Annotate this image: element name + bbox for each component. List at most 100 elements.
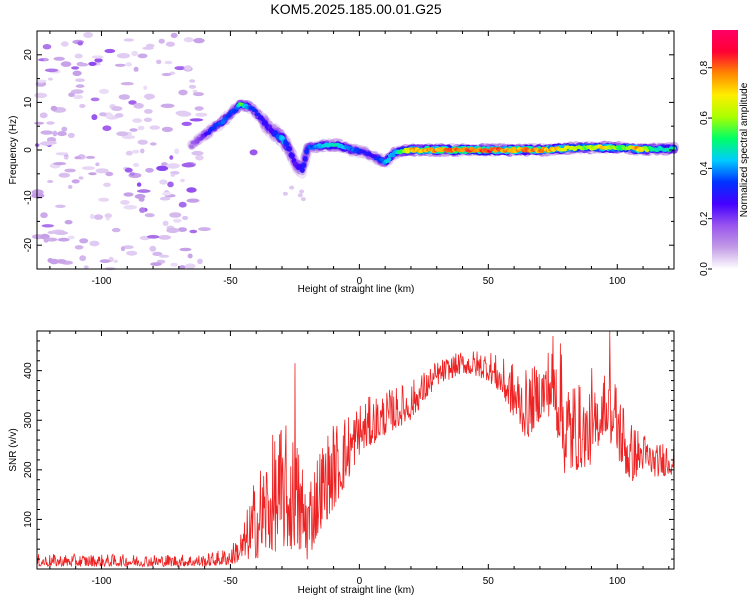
noise-blob xyxy=(161,162,168,166)
y-tick-label: 200 xyxy=(23,461,34,478)
noise-blob xyxy=(31,193,45,199)
noise-blob xyxy=(54,231,68,235)
noise-blob xyxy=(145,43,155,48)
noise-blob xyxy=(297,193,303,198)
noise-blob xyxy=(118,94,130,100)
noise-blob xyxy=(40,212,48,219)
ridge-cell xyxy=(390,153,396,158)
noise-blob xyxy=(144,213,155,218)
noise-blob xyxy=(120,246,126,252)
noise-blob xyxy=(98,197,110,202)
noise-blob xyxy=(165,41,175,47)
figure-title: KOM5.2025.185.00.01.G25 xyxy=(270,1,441,17)
noise-blob xyxy=(79,238,89,244)
noise-blob xyxy=(55,152,68,156)
ridge-cell xyxy=(253,109,258,113)
noise-blob xyxy=(124,167,133,173)
noise-blob xyxy=(139,207,146,213)
noise-blob xyxy=(145,167,154,173)
noise-blob xyxy=(53,56,65,61)
x-tick-label: -100 xyxy=(91,576,111,587)
spectrogram-xlabel: Height of straight line (km) xyxy=(298,284,415,295)
noise-blob xyxy=(166,227,180,234)
noise-blob xyxy=(173,218,182,223)
colorbar-ticks: 0.0 0.2 0.4 0.6 0.8 xyxy=(699,60,712,276)
noise-blob xyxy=(178,201,187,208)
noise-blob xyxy=(133,66,139,72)
noise-blob xyxy=(77,41,83,46)
noise-blob xyxy=(193,37,205,44)
noise-blob xyxy=(44,68,59,73)
noise-blob xyxy=(128,100,137,105)
noise-blob xyxy=(94,58,103,63)
noise-blob xyxy=(46,237,58,242)
noise-blob xyxy=(123,192,134,197)
noise-blob xyxy=(158,235,172,240)
noise-blob xyxy=(79,104,86,108)
colorbar-label: Normalized spectral amplitude xyxy=(739,82,750,217)
noise-blob xyxy=(52,130,58,137)
noise-blob xyxy=(75,84,85,88)
noise-blob xyxy=(47,180,54,183)
y-tick-label: 20 xyxy=(23,49,34,61)
snr-marks xyxy=(36,330,675,568)
y-tick-label: 10 xyxy=(23,96,34,108)
noise-blob xyxy=(79,255,87,262)
noise-blob xyxy=(143,85,148,91)
noise-blob xyxy=(189,118,204,122)
noise-blob xyxy=(34,92,48,99)
colorbar: 0.0 0.2 0.4 0.6 0.8 Normalized spectral ampl… xyxy=(699,30,750,276)
noise-blob xyxy=(164,60,173,65)
y-tick-label: -20 xyxy=(23,238,34,253)
noise-blob xyxy=(158,38,165,44)
noise-blob xyxy=(167,181,174,188)
colorbar-tick-label: 0.4 xyxy=(699,161,710,175)
noise-blob xyxy=(40,141,53,146)
noise-blob xyxy=(116,131,129,137)
noise-blob xyxy=(105,171,114,177)
noise-blob xyxy=(114,113,124,118)
noise-blob xyxy=(43,57,48,61)
noise-blob xyxy=(147,235,160,239)
noise-blob xyxy=(105,217,110,221)
noise-blob xyxy=(143,117,153,123)
noise-blob xyxy=(170,32,178,39)
noise-blob xyxy=(161,72,172,77)
y-tick-label: -10 xyxy=(23,190,34,205)
noise-blob xyxy=(136,182,142,187)
noise-blob xyxy=(174,66,186,71)
noise-blob xyxy=(74,156,82,160)
noise-blob xyxy=(104,48,116,54)
noise-blob xyxy=(189,229,198,234)
noise-blob xyxy=(33,121,45,125)
x-tick-label: 100 xyxy=(609,576,626,587)
x-tick-label: 0 xyxy=(357,276,363,287)
x-tick-label: 0 xyxy=(357,576,363,587)
noise-blob xyxy=(67,235,75,240)
noise-blob xyxy=(181,121,192,126)
noise-blob xyxy=(140,148,145,154)
colorbar-gradient xyxy=(712,30,738,269)
noise-blob xyxy=(88,172,97,176)
noise-blob xyxy=(159,196,171,201)
noise-blob xyxy=(169,212,182,218)
noise-blob xyxy=(137,53,148,59)
noise-blob xyxy=(149,125,160,130)
noise-blob xyxy=(57,131,67,137)
ridge-cell xyxy=(539,149,545,153)
noise-blob xyxy=(40,130,54,135)
noise-blob xyxy=(60,41,69,47)
noise-blob xyxy=(70,89,84,94)
noise-blob xyxy=(160,103,175,109)
noise-blob xyxy=(75,78,85,82)
noise-blob xyxy=(88,61,97,66)
noise-blob xyxy=(299,189,305,194)
noise-blob xyxy=(138,197,145,202)
noise-blob xyxy=(95,162,100,167)
noise-blob xyxy=(129,128,138,132)
noise-blob xyxy=(144,109,153,114)
noise-blob xyxy=(73,94,83,100)
noise-blob xyxy=(81,166,96,171)
noise-blob xyxy=(169,155,174,160)
ridge-cell xyxy=(302,156,308,162)
